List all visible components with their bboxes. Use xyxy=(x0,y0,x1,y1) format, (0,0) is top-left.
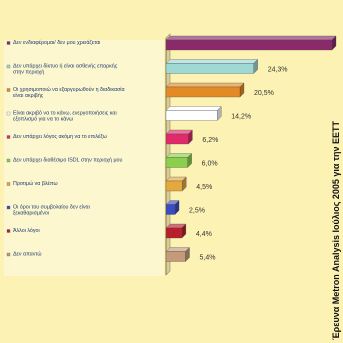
category-label: Δεν απαντώ xyxy=(13,251,42,258)
value-label: 4,4% xyxy=(196,231,212,238)
category-bullet xyxy=(6,229,11,233)
value-label: 24,3% xyxy=(268,67,288,74)
value-label: 6,2% xyxy=(202,137,218,144)
bar-top xyxy=(165,59,259,64)
category-label: Οι όροι του συμβολαίου δεν είναι ξεκαθαρι… xyxy=(13,204,91,217)
bar xyxy=(165,204,176,215)
value-label: 5,4% xyxy=(199,255,215,262)
category-bullet xyxy=(6,182,11,186)
category-bullet xyxy=(6,64,11,69)
bar xyxy=(165,133,189,145)
category-label: Δεν υπάρχει δίκτυο ή είναι ασθενής επαρκ… xyxy=(13,63,118,76)
bar xyxy=(165,110,218,121)
value-label: 2,5% xyxy=(189,208,205,215)
value-label: 4,5% xyxy=(196,184,212,191)
category-label: Προτιμώ να βλέπω xyxy=(13,180,58,187)
category-bullet xyxy=(6,158,11,163)
bar-top xyxy=(165,153,193,158)
category-bullet xyxy=(6,252,11,257)
category-label: Άλλοι λόγοι xyxy=(13,227,40,234)
bar xyxy=(165,251,186,262)
bar xyxy=(165,39,333,51)
category-bullet xyxy=(6,135,11,139)
value-label: 20,5% xyxy=(254,90,274,97)
category-label: Είναι ακριβό να το κάνω, ενεργοποιήσεις … xyxy=(13,110,117,123)
bar-top xyxy=(165,35,337,41)
category-bullet xyxy=(6,88,11,92)
bar-top xyxy=(165,106,222,111)
category-label: Δεν υπάρχει διαθέσιμο ISDL στην περιοχή … xyxy=(13,157,122,164)
bar xyxy=(165,180,183,192)
source-label: Έρευνα Metron Analysis Ιούλιος 2005 για … xyxy=(331,121,341,340)
bar-top xyxy=(165,82,245,88)
value-label: 6,0% xyxy=(202,161,218,168)
category-label: Οι χρησιμοποιώ να εξαργυρωθούν η διαδικα… xyxy=(13,86,125,99)
bar xyxy=(165,157,188,168)
category-bullet xyxy=(6,205,11,210)
category-label: Δεν ενδιαφέρομαι/ δεν μου χρειάζεται xyxy=(13,39,101,46)
label-panel xyxy=(4,40,164,276)
category-label: Δεν υπάρχει λόγος ακόμη να το επιλέξω xyxy=(13,133,107,140)
category-bullet xyxy=(6,111,11,116)
category-bullet xyxy=(6,41,11,45)
value-label: 14,2% xyxy=(231,114,251,121)
bar xyxy=(165,86,241,98)
bar xyxy=(165,63,254,74)
bar-top xyxy=(165,129,193,135)
bar xyxy=(165,227,183,239)
